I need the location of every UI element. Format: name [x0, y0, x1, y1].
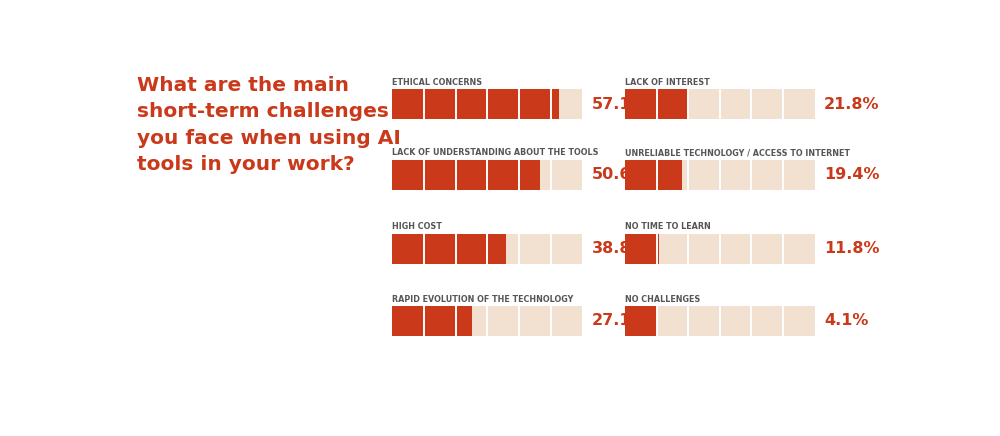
FancyBboxPatch shape	[392, 89, 582, 119]
Text: 27.1%: 27.1%	[592, 313, 647, 328]
FancyBboxPatch shape	[392, 89, 425, 119]
FancyBboxPatch shape	[625, 234, 659, 264]
FancyBboxPatch shape	[625, 160, 815, 190]
FancyBboxPatch shape	[392, 234, 425, 264]
Text: 38.8%: 38.8%	[592, 241, 647, 256]
Text: 21.8%: 21.8%	[824, 97, 880, 112]
Text: 50.6%: 50.6%	[592, 167, 647, 182]
Text: UNRELIABLE TECHNOLOGY / ACCESS TO INTERNET: UNRELIABLE TECHNOLOGY / ACCESS TO INTERN…	[625, 149, 850, 157]
Text: NO TIME TO LEARN: NO TIME TO LEARN	[625, 222, 711, 232]
Text: RAPID EVOLUTION OF THE TECHNOLOGY: RAPID EVOLUTION OF THE TECHNOLOGY	[392, 294, 574, 303]
Text: HIGH COST: HIGH COST	[392, 222, 442, 232]
FancyBboxPatch shape	[625, 89, 657, 119]
FancyBboxPatch shape	[625, 306, 815, 336]
FancyBboxPatch shape	[625, 160, 657, 190]
FancyBboxPatch shape	[625, 306, 637, 336]
FancyBboxPatch shape	[625, 89, 689, 119]
Text: NO CHALLENGES: NO CHALLENGES	[625, 294, 700, 303]
FancyBboxPatch shape	[392, 306, 472, 336]
FancyBboxPatch shape	[625, 234, 815, 264]
Text: 57.1%: 57.1%	[592, 97, 647, 112]
Text: 11.8%: 11.8%	[824, 241, 880, 256]
Text: ETHICAL CONCERNS: ETHICAL CONCERNS	[392, 78, 482, 87]
Text: LACK OF INTEREST: LACK OF INTEREST	[625, 78, 710, 87]
Text: 19.4%: 19.4%	[824, 167, 880, 182]
FancyBboxPatch shape	[625, 89, 815, 119]
FancyBboxPatch shape	[392, 234, 582, 264]
FancyBboxPatch shape	[625, 306, 657, 336]
Text: LACK OF UNDERSTANDING ABOUT THE TOOLS: LACK OF UNDERSTANDING ABOUT THE TOOLS	[392, 149, 599, 157]
FancyBboxPatch shape	[392, 160, 582, 190]
FancyBboxPatch shape	[392, 306, 425, 336]
FancyBboxPatch shape	[392, 306, 582, 336]
FancyBboxPatch shape	[392, 89, 559, 119]
FancyBboxPatch shape	[392, 160, 540, 190]
FancyBboxPatch shape	[392, 160, 425, 190]
Text: 4.1%: 4.1%	[824, 313, 868, 328]
Text: What are the main
short-term challenges
you face when using AI
tools in your wor: What are the main short-term challenges …	[137, 76, 400, 174]
FancyBboxPatch shape	[625, 160, 682, 190]
FancyBboxPatch shape	[625, 234, 657, 264]
FancyBboxPatch shape	[392, 234, 506, 264]
